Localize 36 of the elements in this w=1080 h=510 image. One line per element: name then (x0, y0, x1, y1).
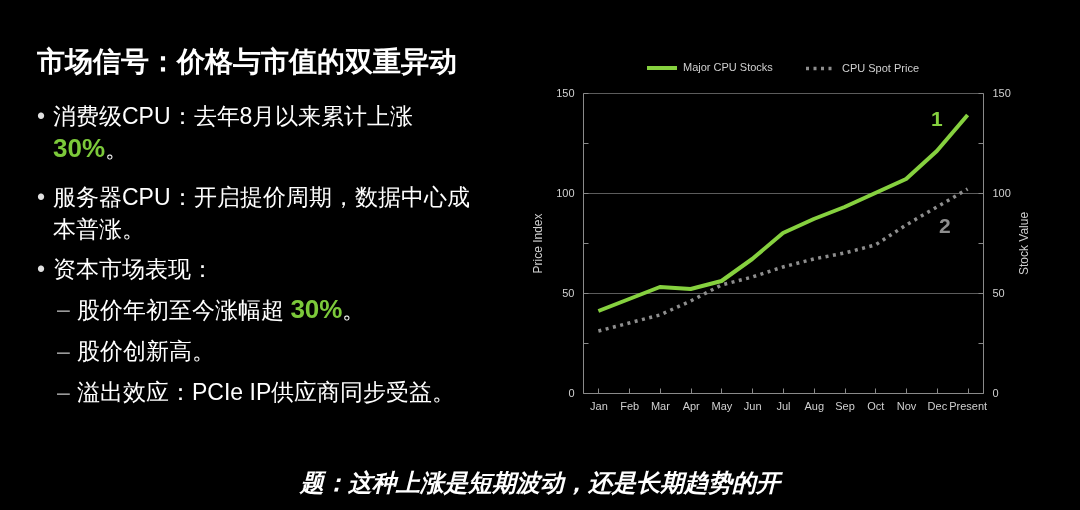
y2-tick-label: 100 (992, 186, 1011, 199)
y-tick-label: 150 (556, 86, 575, 99)
text: 市场信号：价格与市值的双重异动 (37, 45, 458, 79)
annotation: 2 (939, 214, 951, 237)
x-tick-label: Dec (927, 399, 948, 412)
x-tick-label: Apr (682, 399, 701, 412)
text: • 资本市场表现： (37, 255, 215, 284)
x-tick-label: Sep (835, 399, 855, 412)
text: • 消费级CPU：去年8月以来累计上涨 30%。 (37, 102, 415, 165)
x-tick-label: Mar (650, 399, 671, 412)
y-tick-label: 50 (562, 286, 575, 299)
y2-tick-label: 50 (992, 286, 1005, 299)
annotation: 1 (931, 107, 943, 130)
x-tick-label: Aug (804, 399, 825, 412)
y2-tick-label: 0 (992, 386, 999, 399)
line-series (596, 113, 970, 313)
line-series (596, 187, 970, 333)
x-tick-label: Feb (620, 399, 640, 412)
y2-axis-title: Stock Value (1016, 211, 1031, 276)
y-tick-label: 100 (556, 186, 575, 199)
legend-label: CPU Spot Price (842, 61, 920, 74)
text: • 服务器CPU：开启提价周期，数据中心成本普涨。 (37, 183, 471, 244)
x-tick-label: Nov (896, 399, 917, 412)
x-tick-label: May (711, 399, 733, 412)
x-tick-label: Present (949, 399, 988, 412)
text: – 股价年初至今涨幅超 30%。 (57, 293, 367, 326)
x-tick-label: Jul (776, 399, 791, 412)
y-axis-title: Price Index (531, 213, 546, 274)
text: – 溢出效应：PCIe IP供应商同步受益。 (57, 378, 457, 407)
x-tick-label: Jun (743, 399, 762, 412)
text: – 股价创新高。 (57, 337, 216, 366)
legend-label: Major CPU Stocks (683, 61, 774, 73)
x-tick-label: Jan (590, 399, 608, 412)
x-tick-label: Oct (867, 399, 885, 412)
y2-tick-label: 150 (992, 86, 1011, 99)
y-tick-label: 0 (568, 386, 575, 399)
